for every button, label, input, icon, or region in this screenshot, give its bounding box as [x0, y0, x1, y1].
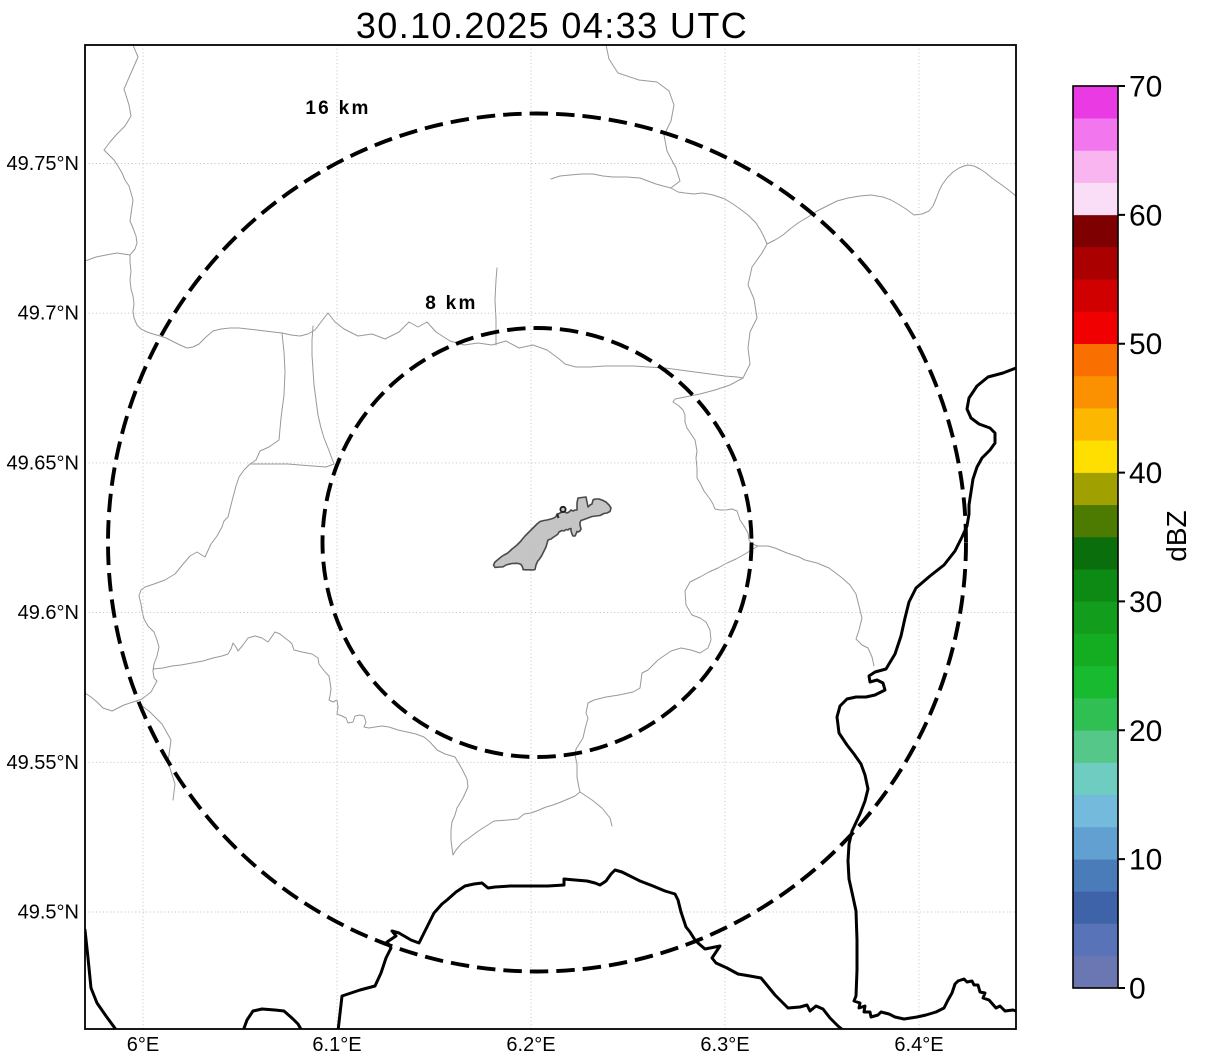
svg-text:50: 50	[1129, 328, 1162, 361]
svg-text:30.10.2025 04:33 UTC: 30.10.2025 04:33 UTC	[356, 5, 748, 46]
svg-text:20: 20	[1129, 715, 1162, 748]
svg-text:6°E: 6°E	[127, 1034, 159, 1056]
svg-text:49.75°N: 49.75°N	[7, 153, 80, 175]
svg-text:49.55°N: 49.55°N	[7, 752, 80, 774]
svg-text:49.5°N: 49.5°N	[18, 902, 79, 924]
svg-text:49.7°N: 49.7°N	[18, 303, 79, 325]
svg-text:0: 0	[1129, 973, 1146, 1006]
svg-text:8 km: 8 km	[425, 293, 478, 314]
svg-text:6.1°E: 6.1°E	[312, 1034, 361, 1056]
svg-text:30: 30	[1129, 586, 1162, 619]
svg-text:40: 40	[1129, 457, 1162, 490]
svg-text:dBZ: dBZ	[1161, 510, 1192, 561]
svg-text:60: 60	[1129, 199, 1162, 232]
svg-text:6.2°E: 6.2°E	[506, 1034, 555, 1056]
svg-text:49.65°N: 49.65°N	[7, 452, 80, 474]
svg-text:6.4°E: 6.4°E	[894, 1034, 943, 1056]
svg-text:6.3°E: 6.3°E	[700, 1034, 749, 1056]
svg-text:16 km: 16 km	[305, 98, 370, 119]
svg-text:10: 10	[1129, 844, 1162, 877]
svg-text:49.6°N: 49.6°N	[18, 602, 79, 624]
svg-text:70: 70	[1129, 71, 1162, 104]
